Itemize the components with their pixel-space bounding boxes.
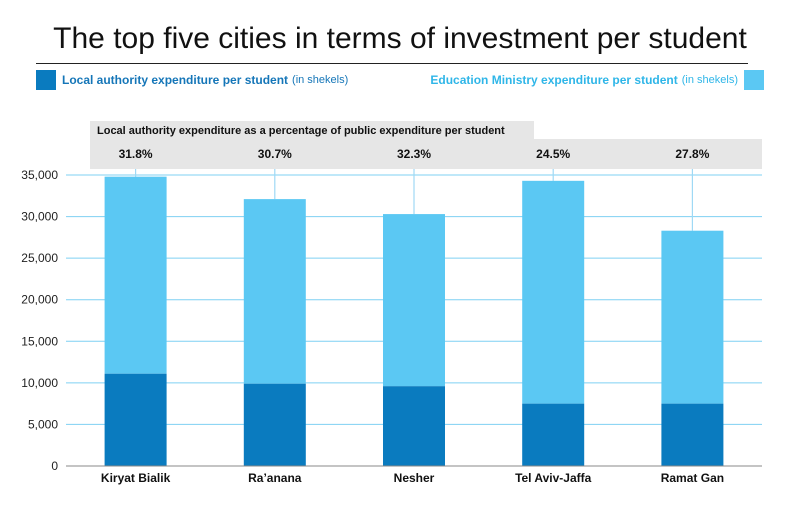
legend-local: Local authority expenditure per student … <box>36 70 348 90</box>
percentage-value-band <box>90 139 762 169</box>
title-divider <box>36 63 748 64</box>
x-category-label: Kiryat Bialik <box>101 471 171 485</box>
percentage-value: 24.5% <box>536 147 570 161</box>
bar-local <box>104 373 167 466</box>
bar-ministry <box>661 230 724 404</box>
x-category-label: Tel Aviv-Jaffa <box>515 471 592 485</box>
legend-ministry-unit: (in shekels) <box>681 74 738 86</box>
bar-ministry <box>243 199 306 384</box>
y-tick-label: 10,000 <box>21 376 58 390</box>
y-tick-label: 5,000 <box>28 417 58 431</box>
legend-local-unit: (in shekels) <box>292 74 349 86</box>
percentage-value: 27.8% <box>675 147 709 161</box>
x-category-label: Nesher <box>394 471 435 485</box>
x-category-label: Ramat Gan <box>661 471 724 485</box>
y-tick-label: 35,000 <box>21 168 58 182</box>
legend-swatch-local <box>36 70 56 90</box>
bar-local <box>243 383 306 466</box>
legend-swatch-ministry <box>744 70 764 90</box>
bar-ministry <box>104 176 167 374</box>
y-tick-label: 15,000 <box>21 334 58 348</box>
percentage-header-label: Local authority expenditure as a percent… <box>97 125 505 137</box>
x-category-label: Ra’anana <box>248 471 302 485</box>
bar-ministry <box>522 180 585 404</box>
chart-title: The top five cities in terms of investme… <box>53 22 747 55</box>
percentage-value: 30.7% <box>258 147 292 161</box>
legend-ministry: Education Ministry expenditure per stude… <box>430 70 764 90</box>
bar-local <box>661 403 724 466</box>
y-tick-label: 0 <box>51 459 58 473</box>
y-tick-label: 25,000 <box>21 251 58 265</box>
bar-local <box>383 386 445 466</box>
y-tick-label: 30,000 <box>21 210 58 224</box>
percentage-header-band <box>90 121 534 139</box>
percentage-value: 31.8% <box>119 147 153 161</box>
y-tick-label: 20,000 <box>21 293 58 307</box>
bar-ministry <box>383 214 445 387</box>
percentage-value: 32.3% <box>397 147 431 161</box>
legend-local-label: Local authority expenditure per student <box>62 73 289 87</box>
bar-local <box>522 403 585 466</box>
legend-ministry-label: Education Ministry expenditure per stude… <box>430 73 678 87</box>
